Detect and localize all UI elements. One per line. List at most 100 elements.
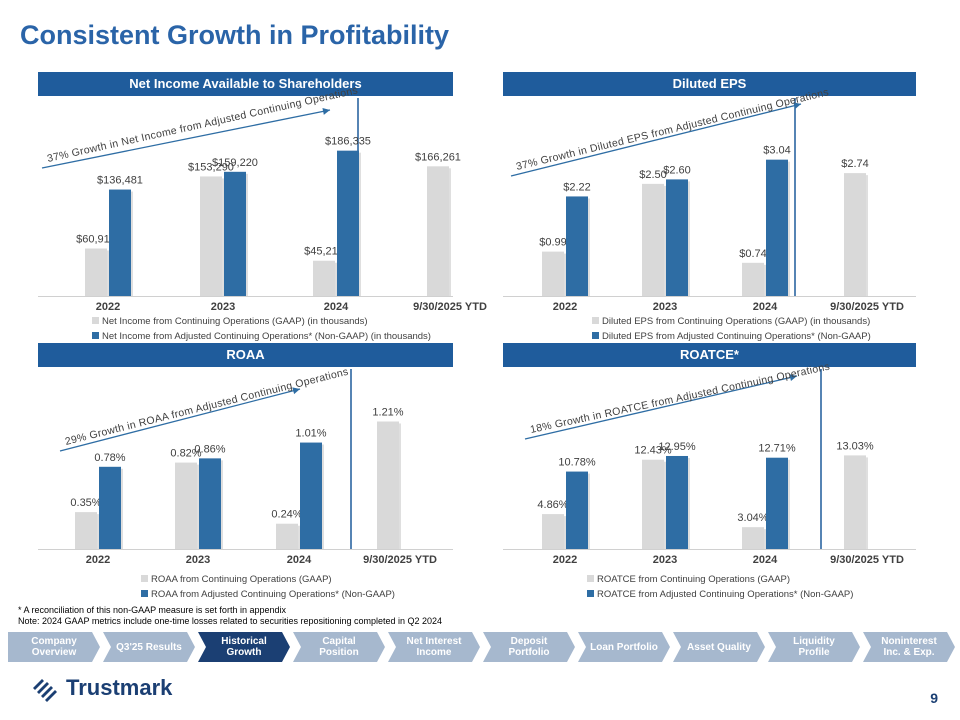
nav-item-asset-quality[interactable]: Asset Quality xyxy=(673,632,765,662)
bar-gaap xyxy=(313,260,335,296)
legend-swatch-gaap xyxy=(587,575,594,582)
legend-item-adjusted: ROAA from Adjusted Continuing Operations… xyxy=(141,587,395,602)
legend-item-adjusted: ROATCE from Adjusted Continuing Operatio… xyxy=(587,587,853,602)
nav-item-label: Capital Position xyxy=(319,636,359,658)
roaa-chart: 0.35% 0.78% 2022 0.82%0.86% 2023 0.24% 1.01% 20… xyxy=(38,366,453,566)
bar-adjusted xyxy=(109,189,131,296)
x-tick-label: 2023 xyxy=(186,554,210,566)
roaa-panel-header: ROAA xyxy=(38,343,453,367)
bar-gaap xyxy=(844,455,866,549)
diluted-eps-legend: Diluted EPS from Continuing Operations (… xyxy=(592,314,871,344)
trustmark-logo-icon xyxy=(33,679,57,702)
data-label: $0.74 xyxy=(739,248,767,260)
x-tick-label: 2022 xyxy=(553,301,577,313)
data-label: $2.22 xyxy=(563,181,591,193)
legend-swatch-adjusted xyxy=(141,590,148,597)
bar-adjusted xyxy=(766,159,788,296)
legend-label: ROAA from Adjusted Continuing Operations… xyxy=(151,589,395,600)
bar-adjusted xyxy=(224,171,246,296)
data-label: 12.71% xyxy=(758,443,796,455)
x-tick-label: 9/30/2025 YTD xyxy=(413,301,487,313)
diluted-eps-chart: $0.99 $2.22 2022 $2.50$2.60 2023 $0.74 $3.04 20… xyxy=(503,86,916,313)
footnotes: * A reconciliation of this non-GAAP meas… xyxy=(18,605,442,627)
bar-gaap xyxy=(844,173,866,296)
bar-gaap xyxy=(200,176,222,296)
nav-item-label: Q3'25 Results xyxy=(116,641,182,653)
x-tick-label: 2024 xyxy=(324,301,349,313)
bar-adjusted xyxy=(766,457,788,549)
x-tick-label: 2022 xyxy=(96,301,120,313)
x-tick-label: 2024 xyxy=(287,554,312,566)
legend-label: Diluted EPS from Adjusted Continuing Ope… xyxy=(602,331,871,342)
nav-item-label: Asset Quality xyxy=(687,641,751,653)
bar-gaap xyxy=(175,462,197,549)
bar-adjusted xyxy=(337,150,359,296)
data-label: 0.82% xyxy=(170,448,201,460)
bar-gaap xyxy=(542,514,564,549)
bar-adjusted xyxy=(666,179,688,296)
section-nav: Company Overview Q3'25 Results Historical … xyxy=(8,632,955,662)
growth-annotation: 18% Growth in ROATCE from Adjusted Conti… xyxy=(529,361,831,436)
data-label: $136,481 xyxy=(97,175,143,187)
legend-item-gaap: ROATCE from Continuing Operations (GAAP) xyxy=(587,572,853,587)
growth-arrow-line xyxy=(524,375,798,440)
nav-item-label: Liquidity Profile xyxy=(793,636,835,658)
legend-item-gaap: ROAA from Continuing Operations (GAAP) xyxy=(141,572,395,587)
legend-item-adjusted: Net Income from Adjusted Continuing Oper… xyxy=(92,329,431,344)
legend-item-gaap: Net Income from Continuing Operations (G… xyxy=(92,314,431,329)
net-income-legend: Net Income from Continuing Operations (G… xyxy=(92,314,431,344)
x-tick-label: 9/30/2025 YTD xyxy=(363,554,437,566)
nav-item-noninterest-inc-exp[interactable]: Noninterest Inc. & Exp. xyxy=(863,632,955,662)
nav-item-label: Noninterest Inc. & Exp. xyxy=(881,636,937,658)
legend-swatch-adjusted xyxy=(592,332,599,339)
brand-name: Trustmark xyxy=(66,675,173,700)
x-tick-label: 2024 xyxy=(753,301,778,313)
data-label: $166,261 xyxy=(415,151,461,163)
data-label: 3.04% xyxy=(737,512,768,524)
growth-arrow-head xyxy=(789,374,797,381)
data-label: $159,220 xyxy=(212,157,258,169)
legend-label: Net Income from Adjusted Continuing Oper… xyxy=(102,331,431,342)
data-label: 0.86% xyxy=(194,443,225,455)
nav-item-label: Historical Growth xyxy=(221,636,267,658)
bar-adjusted xyxy=(566,471,588,549)
bar-gaap xyxy=(276,523,298,549)
bar-adjusted xyxy=(99,466,121,549)
x-tick-label: 9/30/2025 YTD xyxy=(830,554,904,566)
bar-gaap xyxy=(742,262,764,296)
nav-item-deposit-portfolio[interactable]: Deposit Portfolio xyxy=(483,632,575,662)
legend-label: ROAA from Continuing Operations (GAAP) xyxy=(151,574,332,585)
nav-item-label: Net Interest Income xyxy=(406,636,462,658)
data-label: 1.21% xyxy=(372,406,403,418)
growth-annotation: 37% Growth in Net Income from Adjusted C… xyxy=(46,84,359,165)
net-income-panel-header: Net Income Available to Shareholders xyxy=(38,72,453,96)
nav-item-q3-25-results[interactable]: Q3'25 Results xyxy=(103,632,195,662)
nav-item-net-interest-income[interactable]: Net Interest Income xyxy=(388,632,480,662)
data-label: 10.78% xyxy=(558,457,596,469)
nav-item-loan-portfolio[interactable]: Loan Portfolio xyxy=(578,632,670,662)
nav-item-historical-growth[interactable]: Historical Growth xyxy=(198,632,290,662)
legend-swatch-gaap xyxy=(141,575,148,582)
trustmark-logo: Trustmark xyxy=(30,674,172,702)
x-tick-label: 2022 xyxy=(553,554,577,566)
growth-arrow-head xyxy=(292,387,300,395)
data-label: $2.60 xyxy=(663,164,691,176)
growth-arrow-line xyxy=(59,388,301,452)
growth-arrow-head xyxy=(793,102,801,110)
data-label: 0.24% xyxy=(271,509,302,521)
legend-label: ROATCE from Adjusted Continuing Operatio… xyxy=(597,589,854,600)
nav-item-company-overview[interactable]: Company Overview xyxy=(8,632,100,662)
bar-adjusted xyxy=(199,458,221,549)
nav-item-label: Company Overview xyxy=(31,636,77,658)
data-label: $0.99 xyxy=(539,237,567,249)
roaa-legend: ROAA from Continuing Operations (GAAP) R… xyxy=(141,572,395,602)
data-label: 0.78% xyxy=(94,452,125,464)
data-label: $2.50 xyxy=(639,169,667,181)
x-tick-label: 2023 xyxy=(211,301,235,313)
nav-item-liquidity-profile[interactable]: Liquidity Profile xyxy=(768,632,860,662)
bar-gaap xyxy=(85,248,107,296)
nav-item-capital-position[interactable]: Capital Position xyxy=(293,632,385,662)
data-label: $153,290 xyxy=(188,161,234,173)
roatce-legend: ROATCE from Continuing Operations (GAAP)… xyxy=(587,572,853,602)
page-number: 9 xyxy=(930,690,938,706)
